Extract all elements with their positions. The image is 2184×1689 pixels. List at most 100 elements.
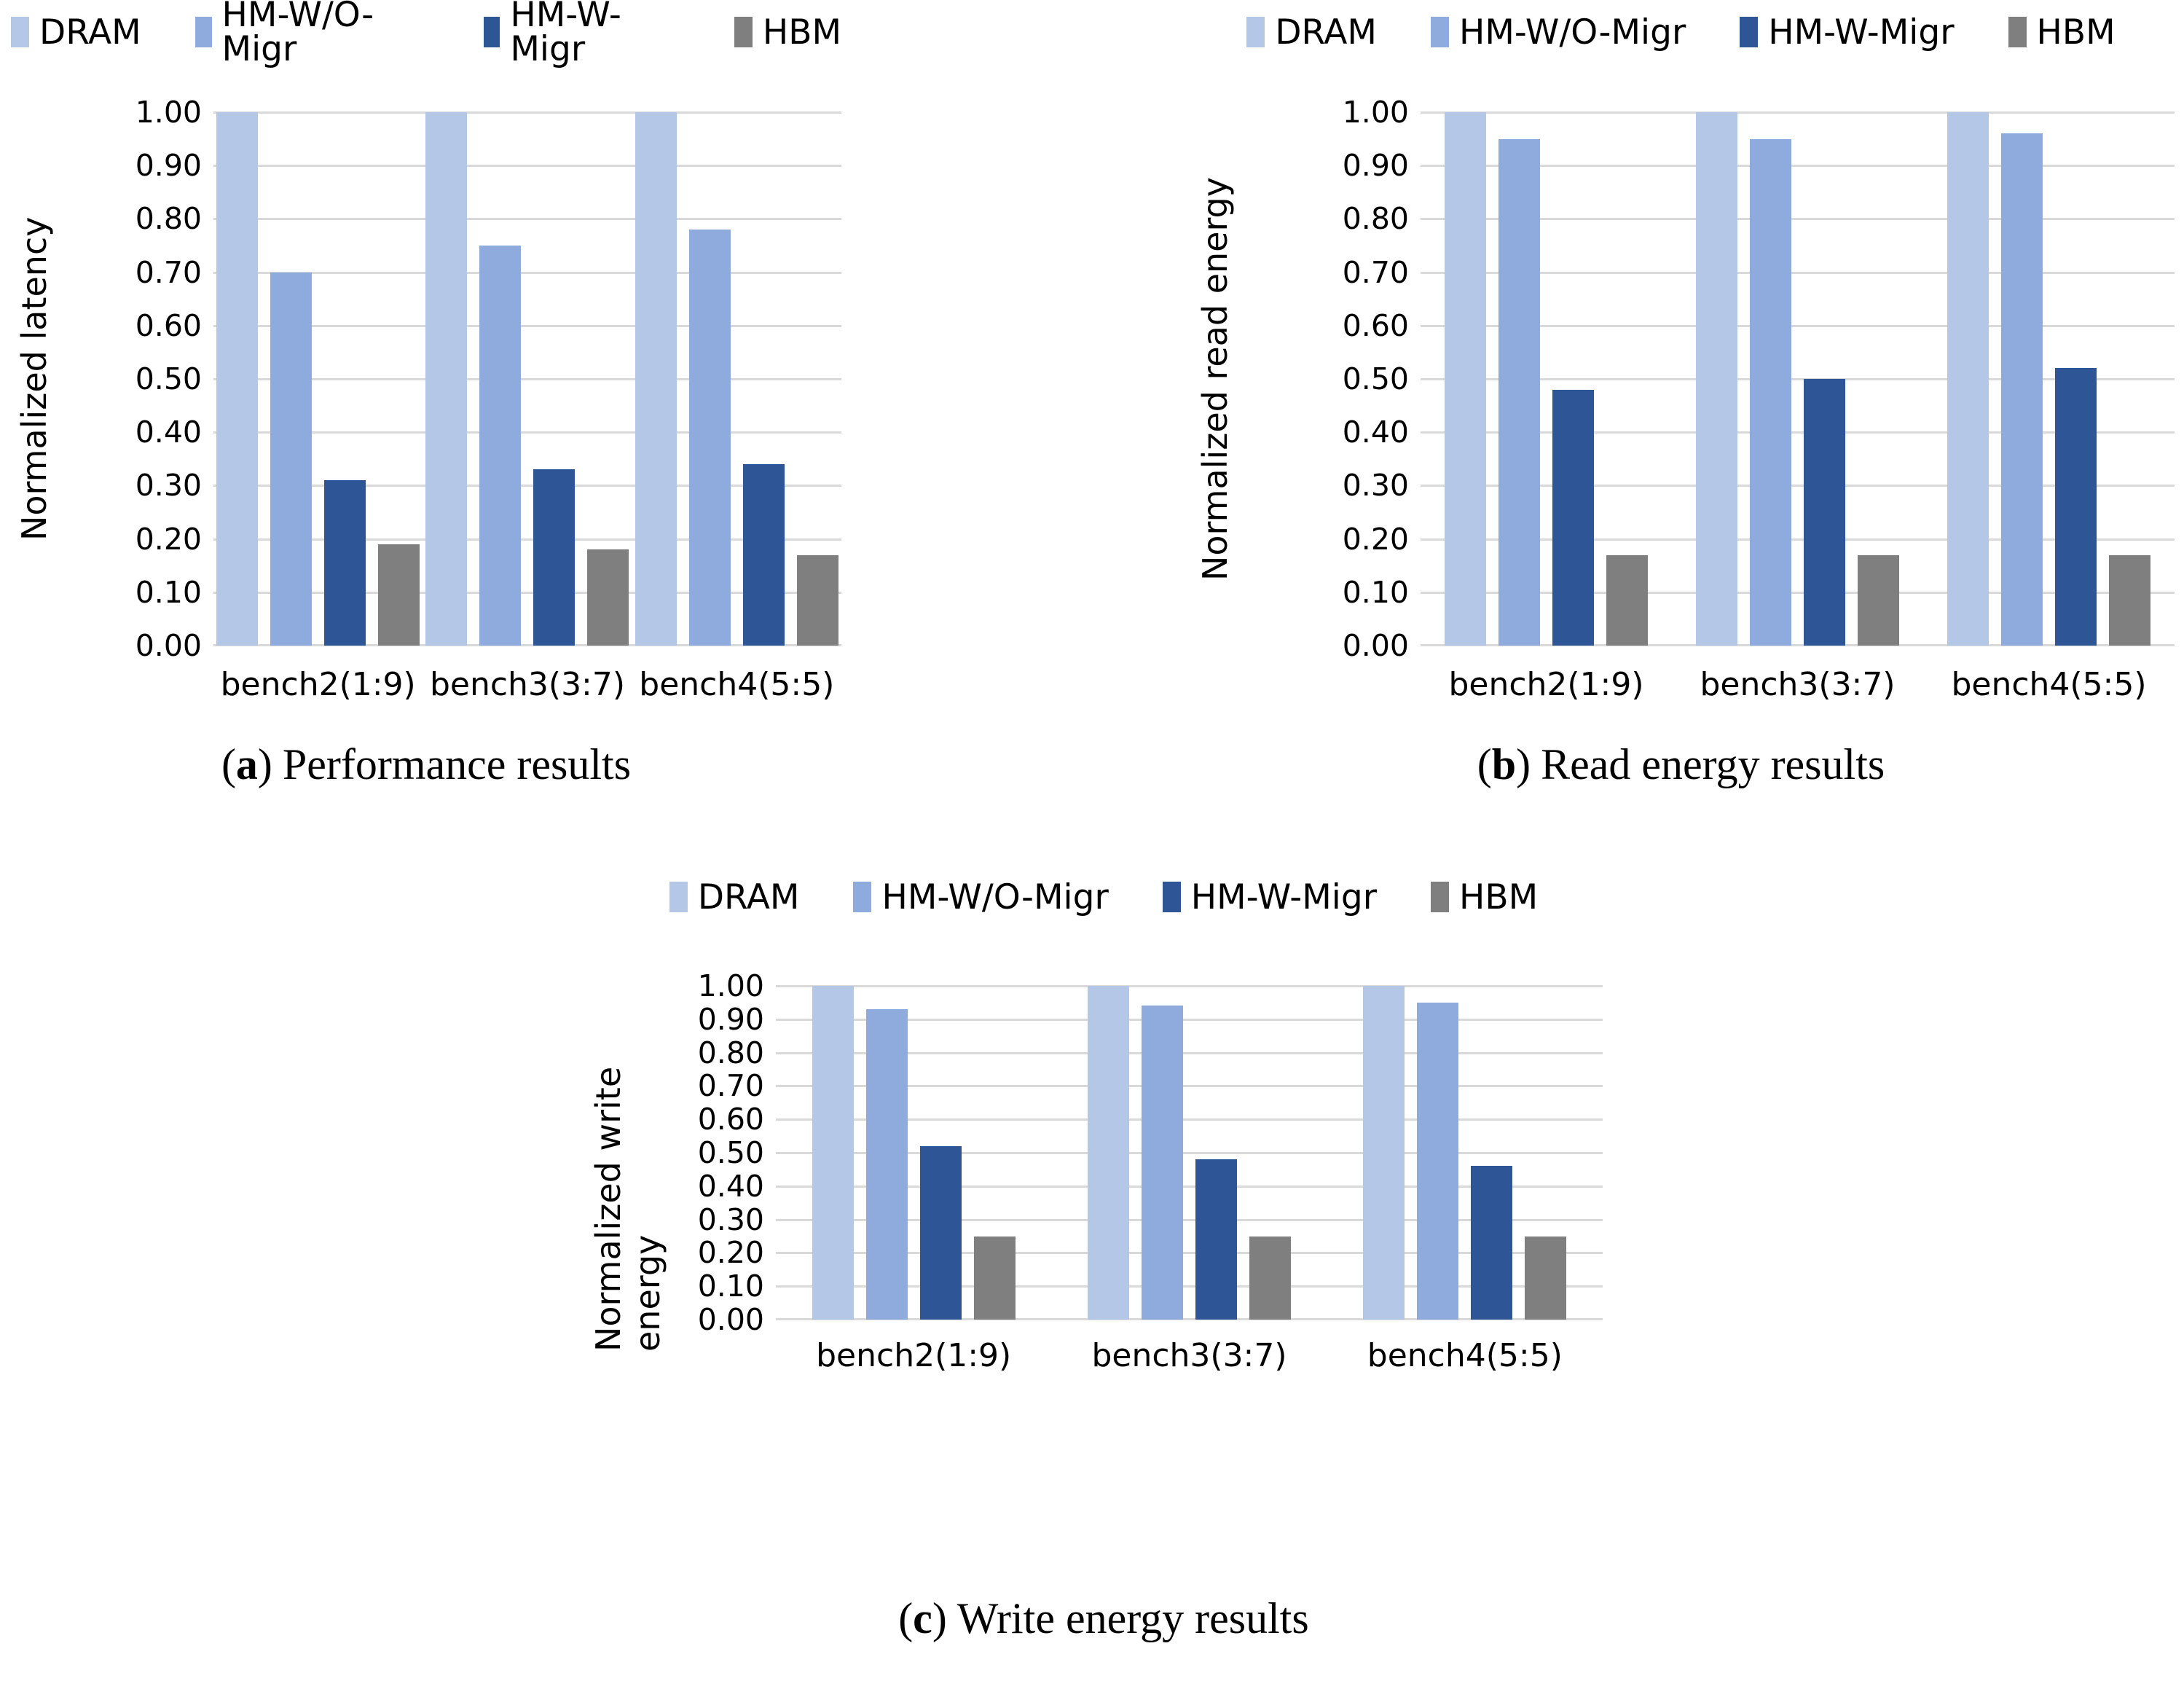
y-tick-label: 0.40 <box>1342 415 1409 450</box>
gridline <box>213 485 841 487</box>
bar-hbm <box>1606 554 1648 646</box>
gridline <box>1421 165 2175 168</box>
bar-hbm <box>1249 1236 1291 1320</box>
y-axis-title: Normalized write energy <box>589 1066 667 1352</box>
y-tick-label: 0.50 <box>135 361 202 396</box>
plot-area <box>1421 111 2175 646</box>
y-tick-label: 0.30 <box>1342 468 1409 503</box>
legend-item: HBM <box>734 15 841 50</box>
y-axis-ticks: 0.00 0.10 0.20 0.30 0.40 0.50 0.60 0.70 0.80 0.90… <box>648 971 776 1335</box>
legend-item: DRAM <box>11 15 141 50</box>
bar-hm-w-migr <box>1804 379 1845 646</box>
bar-dram <box>425 112 468 646</box>
bar-hm-w-migr <box>742 464 785 646</box>
gridline <box>1421 591 2175 594</box>
x-tick-label: bench4(5:5) <box>1367 1337 1563 1374</box>
gridline <box>213 324 841 327</box>
legend-label: HM-W-Migr <box>1768 12 1955 52</box>
legend-label: HM-W/O-Migr <box>881 877 1109 917</box>
x-tick-label: bench2(1:9) <box>1448 666 1644 703</box>
y-tick-label: 0.60 <box>1342 307 1409 343</box>
legend-label: HM-W-Migr <box>510 0 621 69</box>
gridline <box>776 1085 1603 1088</box>
gridline <box>1421 431 2175 434</box>
bar-dram <box>216 112 259 646</box>
x-tick-label: bench2(1:9) <box>220 666 416 703</box>
y-tick-label: 0.50 <box>697 1135 764 1170</box>
gridline <box>1421 218 2175 221</box>
y-tick-label: 0.00 <box>135 628 202 663</box>
caption-text: Write energy results <box>957 1594 1309 1642</box>
bar-hm-w-migr <box>1471 1166 1513 1320</box>
x-tick-label: bench2(1:9) <box>816 1337 1012 1374</box>
x-axis-labels: bench2(1:9) bench3(3:7) bench4(5:5) <box>776 1337 1603 1374</box>
caption-text: Read energy results <box>1541 740 1885 788</box>
bar-hbm <box>796 554 838 646</box>
y-tick-label: 0.40 <box>697 1168 764 1204</box>
y-tick-label: 0.80 <box>697 1035 764 1070</box>
bar-dram <box>812 986 854 1320</box>
y-tick-label: 0.40 <box>135 415 202 450</box>
legend-swatch-hbm <box>734 17 753 47</box>
bar-hm-w-migr <box>2055 368 2097 646</box>
gridline <box>1421 644 2175 646</box>
legend-item: HM-W/O-Migr <box>853 877 1109 917</box>
bar-hm-w-migr <box>1552 389 1594 646</box>
y-tick-label: 0.60 <box>697 1102 764 1137</box>
bar-hm-w-o-migr <box>1141 1006 1183 1320</box>
gridline <box>776 1051 1603 1054</box>
legend-item: HM-W-Migr <box>1740 12 1955 52</box>
gridline <box>213 271 841 274</box>
plot-area <box>213 111 841 646</box>
x-axis-labels: bench2(1:9) bench3(3:7) bench4(5:5) <box>213 667 841 702</box>
gridline <box>213 165 841 168</box>
plot-area <box>776 985 1603 1320</box>
y-tick-label: 0.00 <box>1342 628 1409 663</box>
x-tick-label: bench3(3:7) <box>429 666 626 703</box>
x-tick-label: bench4(5:5) <box>1951 666 2147 703</box>
y-tick-label: 0.50 <box>1342 361 1409 396</box>
y-tick-label: 0.90 <box>135 148 202 184</box>
gridline <box>1421 324 2175 327</box>
bar-dram <box>635 112 677 646</box>
legend-swatch-hbm <box>1431 882 1450 912</box>
bar-group <box>1421 112 1672 646</box>
gridline <box>1421 111 2175 114</box>
y-tick-label: 0.70 <box>1342 254 1409 290</box>
gridline <box>213 111 841 114</box>
gridline <box>776 1152 1603 1154</box>
bar-dram <box>1087 986 1129 1320</box>
legend: DRAM HM-W/O-Migr HM-W-Migr HBM <box>11 0 841 66</box>
x-tick-label: bench4(5:5) <box>639 666 835 703</box>
gridline <box>776 1185 1603 1188</box>
legend-label: HM-W/O-Migr <box>221 0 374 69</box>
y-tick-label: 0.10 <box>135 574 202 610</box>
gridline <box>213 218 841 221</box>
gridline <box>213 644 841 646</box>
legend-label: DRAM <box>39 12 141 52</box>
bar-hm-w-o-migr <box>1417 1002 1459 1320</box>
legend-item: HBM <box>1431 880 1538 914</box>
bar-hm-w-migr <box>533 469 576 646</box>
bar-group <box>1672 112 1923 646</box>
legend-item: HBM <box>2008 15 2116 50</box>
legend-item: HM-W/O-Migr <box>1430 15 1686 50</box>
gridline <box>1421 485 2175 487</box>
legend-swatch-hm-w-migr <box>483 17 500 47</box>
bar-hm-w-migr <box>324 480 366 646</box>
y-axis-title: Normalized latency <box>15 216 54 541</box>
y-tick-label: 0.70 <box>697 1068 764 1104</box>
bar-hbm <box>587 549 629 646</box>
y-tick-label: 0.10 <box>697 1269 764 1304</box>
gridline <box>776 1218 1603 1221</box>
gridline <box>776 1018 1603 1021</box>
legend-item: HM-W/O-Migr <box>195 0 430 66</box>
caption-label: (c) <box>898 1594 947 1642</box>
y-tick-label: 0.20 <box>135 521 202 557</box>
y-tick-label: 0.10 <box>1342 574 1409 610</box>
legend-swatch-dram <box>1246 17 1265 47</box>
gridline <box>776 1318 1603 1320</box>
y-tick-label: 0.20 <box>697 1235 764 1271</box>
y-tick-label: 0.90 <box>1342 148 1409 184</box>
